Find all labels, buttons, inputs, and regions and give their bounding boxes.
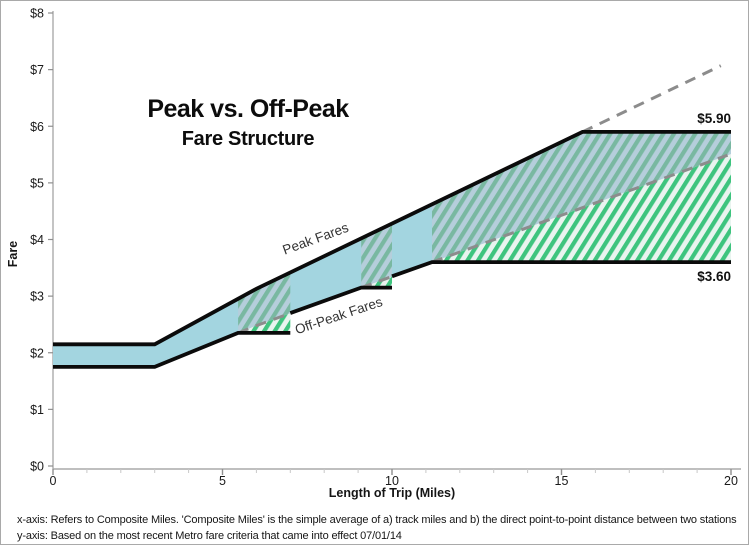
- y-tick-label: $8: [30, 7, 44, 21]
- x-tick-label: 20: [724, 474, 738, 488]
- y-tick-label: $3: [30, 290, 44, 304]
- y-axis-title: Fare: [6, 241, 20, 267]
- cap-annotation: $3.60: [697, 269, 731, 284]
- peak-fares-line: [53, 130, 731, 347]
- footnote-x-axis: x-axis: Refers to Composite Miles. 'Comp…: [17, 514, 737, 526]
- cap-annotation: $5.90: [697, 111, 731, 126]
- y-tick-label: $5: [30, 176, 44, 190]
- footnotes: x-axis: Refers to Composite Miles. 'Comp…: [17, 512, 747, 544]
- x-tick-label: 15: [555, 474, 569, 488]
- chart-subtitle: Fare Structure: [182, 128, 315, 150]
- x-axis-title: Length of Trip (Miles): [329, 486, 455, 500]
- peak-uncapped-dashed-line: [581, 64, 722, 134]
- y-tick-label: $7: [30, 63, 44, 77]
- x-tick-label: 10: [385, 474, 399, 488]
- footnote-y-axis: y-axis: Based on the most recent Metro f…: [17, 530, 402, 542]
- y-tick-label: $1: [30, 403, 44, 417]
- offpeak-fares-line: [289, 285, 392, 315]
- cap-savings-hatch-over-band: [361, 223, 392, 288]
- y-tick-label: $6: [30, 120, 44, 134]
- x-tick-label: 0: [50, 474, 57, 488]
- x-tick-label: 5: [219, 474, 226, 488]
- offpeak-fares-line: [53, 331, 291, 369]
- chart-title: Peak vs. Off-Peak: [147, 95, 349, 123]
- y-tick-label: $0: [30, 460, 44, 474]
- cap-savings-hatch-over-band: [432, 131, 731, 263]
- offpeak-fares-line: [391, 260, 731, 279]
- offpeak-uncapped-dashed-line: [237, 311, 291, 335]
- y-tick-label: $2: [30, 346, 44, 360]
- y-tick-label: $4: [30, 233, 44, 247]
- offpeak-uncapped-dashed-line: [431, 153, 729, 264]
- plot-area: 0 5 10 15 20 $0 $1 $2 $3 $4 $5 $6 $7 $8 $5.90 $3.60 Peak…: [30, 7, 741, 488]
